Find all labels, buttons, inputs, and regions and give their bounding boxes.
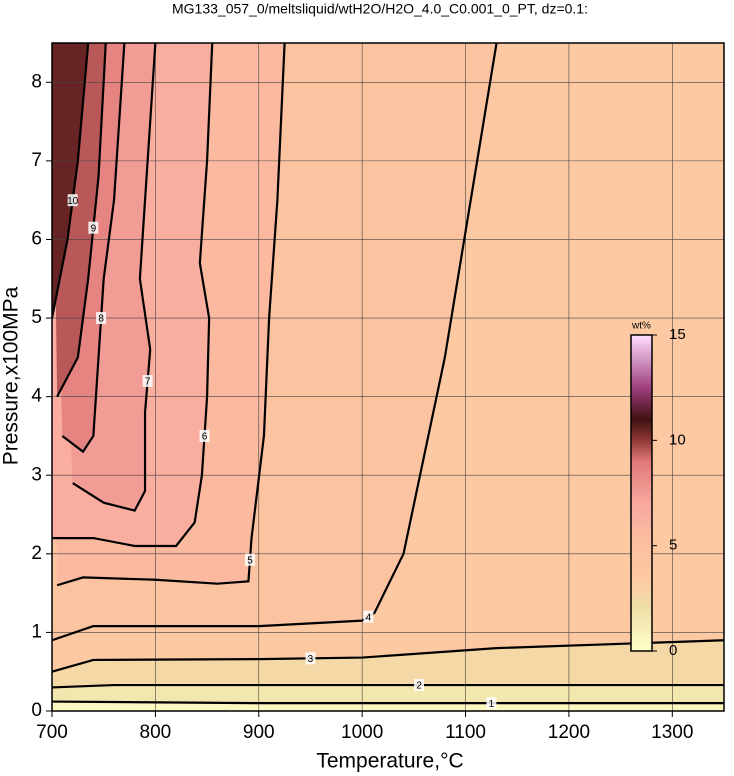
contour-label-bg [96,312,107,325]
contour-label-bg [414,679,425,692]
y-tick-label: 3 [31,464,42,485]
contour-line [61,43,126,454]
y-tick-label: 2 [31,543,42,564]
x-tick-label: 1000 [341,722,383,743]
y-tick-label: 5 [31,307,42,328]
contour-label-bg [142,374,153,387]
colorbar [630,334,653,652]
contour-label: 8 [98,314,104,325]
contour-label: 2 [416,681,422,692]
y-tick-label: 7 [31,150,42,171]
contour-line [72,43,157,512]
contour-label: 3 [308,654,314,665]
y-tick-label: 6 [31,228,42,249]
contour-line [52,683,724,689]
contour-label-bg [244,553,255,566]
contour-label-bg [199,429,210,442]
colorbar-tick-label: 0 [669,642,677,659]
colorbar-tick-label: 10 [669,431,686,448]
x-tick-label: 700 [36,722,68,743]
contour-label: 1 [489,699,495,710]
x-tick-label: 800 [140,722,172,743]
chart-title: MG133_057_0/meltsliquid/wtH2O/H2O_4.0_C0… [172,1,588,17]
plot-area: 700 800 900 1000 1100 1200 1300 0 1 2 3 4 5 6 7 8 1 2 3 4 5 6… [31,42,725,743]
contour-line [52,43,214,548]
y-tick-label: 1 [31,621,42,642]
contour-label: 10 [67,196,79,207]
contour-line [52,700,724,705]
y-tick-label: 4 [31,386,42,407]
colorbar-tick-label: 15 [669,326,686,343]
contour-label-bg [486,697,497,710]
colorbar-tick-label: 5 [669,537,677,554]
contour-label-bg [67,194,78,207]
y-tick-label: 0 [31,700,42,721]
x-tick-label: 1200 [548,722,590,743]
contour-label: 9 [91,223,97,234]
contour-label: 4 [366,612,372,623]
contour-label-bg [305,652,316,665]
contour-region [52,43,89,319]
x-tick-label: 1100 [445,722,486,743]
contour-line [56,43,107,398]
contour-label: 7 [145,377,151,388]
x-axis-label: Temperature,°C [316,750,463,773]
y-tick-label: 8 [31,71,42,92]
x-tick-label: 900 [243,722,275,743]
contour-label-bg [363,610,374,623]
plot-frame [51,42,725,712]
contour-fills [52,43,724,711]
colorbar-label: wt% [631,321,651,332]
x-tick-label: 1300 [651,722,693,743]
contour-label: 6 [202,432,208,443]
y-axis-label: Pressure,x100MPa [0,286,23,465]
contour-label-bg [88,221,99,234]
contour-label: 5 [247,555,253,566]
